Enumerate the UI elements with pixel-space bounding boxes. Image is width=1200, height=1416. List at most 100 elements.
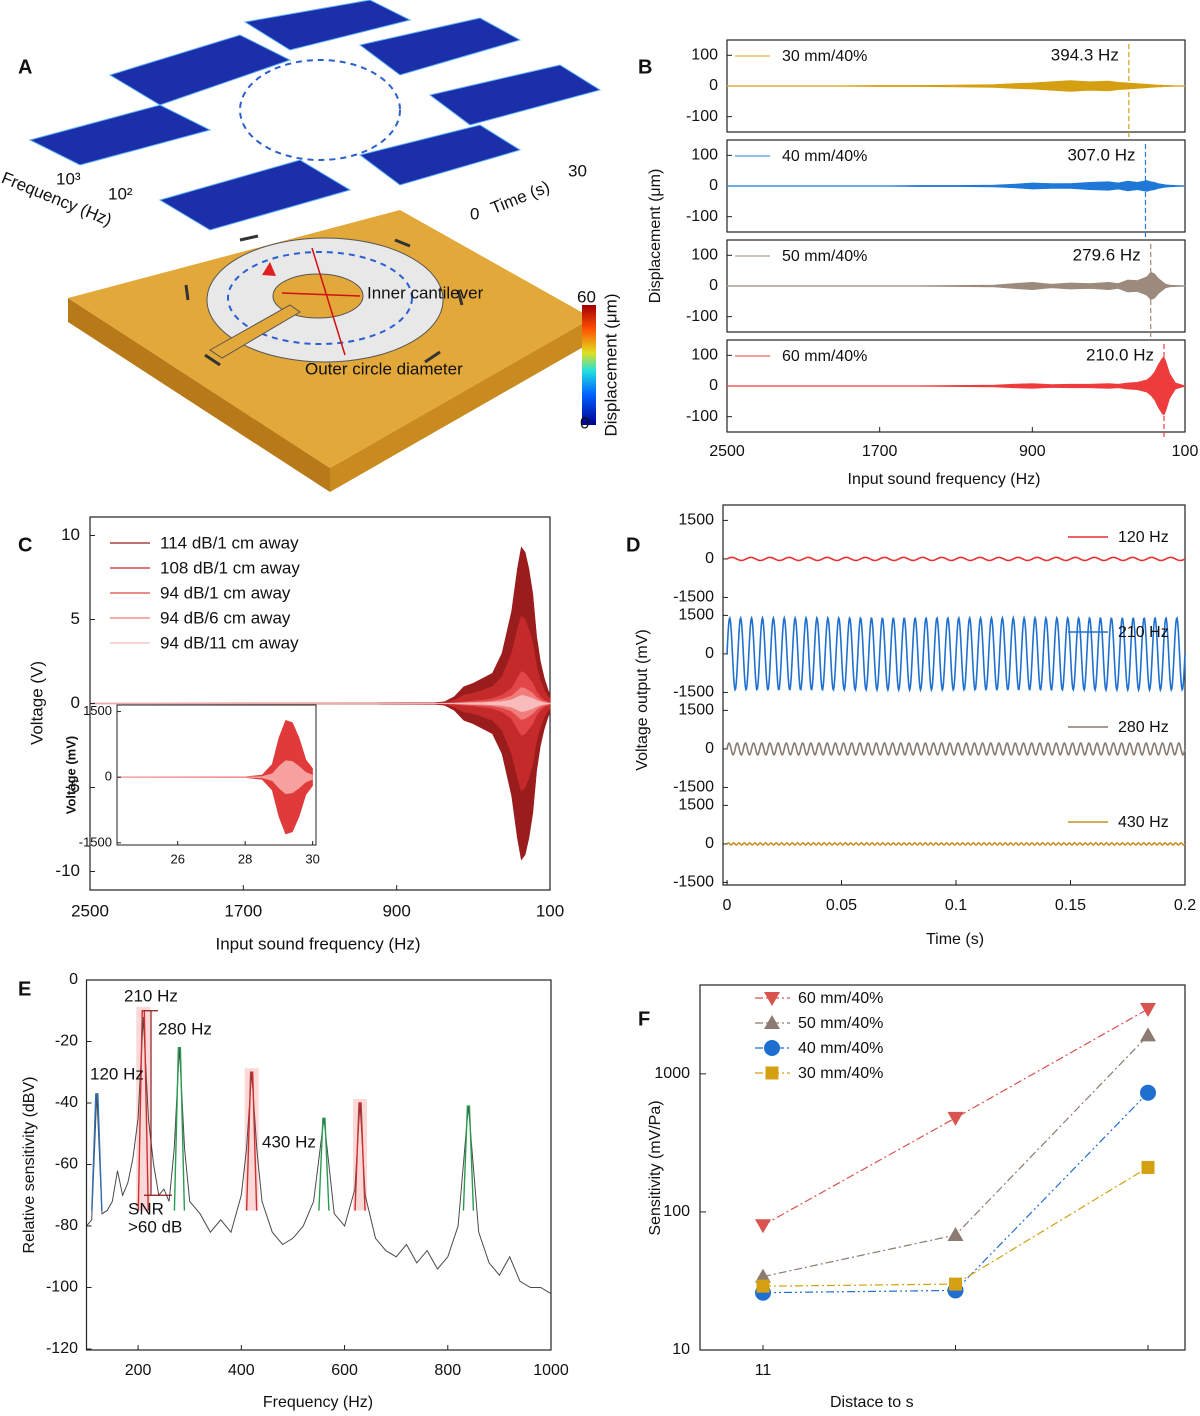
slots [184, 234, 464, 367]
y-tick-label: 0 [709, 277, 718, 294]
legend-label: 94 dB/6 cm away [160, 608, 291, 627]
x-tick-label: 600 [331, 1362, 358, 1379]
legend-label: 60 mm/40% [798, 990, 883, 1007]
envelope-area [726, 185, 1186, 192]
point [755, 1268, 771, 1283]
y-tick-label: 0 [69, 971, 78, 988]
y-tick-label: -20 [55, 1033, 78, 1050]
legend-marker [764, 1040, 780, 1056]
y-tick-label: 5 [71, 609, 80, 628]
legend-label: 94 dB/11 cm away [160, 633, 299, 652]
legend-marker [764, 992, 780, 1006]
annotation: 280 Hz [158, 1019, 212, 1038]
x-tick-label: 100 [1172, 443, 1199, 460]
tick-label: 30 [568, 161, 587, 180]
dashed-circle [227, 251, 413, 345]
y-tick-label: -1500 [673, 874, 714, 891]
point [1140, 1084, 1156, 1101]
inset-y-label: Voltage (mV) [63, 736, 78, 815]
x-tick-label: 0 [723, 897, 732, 914]
y-axis-label: Sensitivity (mV/Pa) [647, 1100, 664, 1235]
envelope-area [90, 703, 551, 712]
y-tick-label: 0 [71, 693, 80, 712]
x-tick-label: 0.05 [826, 897, 857, 914]
x-tick-label: 0.15 [1055, 897, 1086, 914]
slab-side [68, 298, 330, 492]
colorbar-tick: 60 [577, 287, 596, 306]
x-tick-label: 1000 [533, 1362, 569, 1379]
y-tick-label: 100 [691, 47, 718, 64]
spectra-blocks [28, 0, 602, 231]
tick-label: 10³ [56, 169, 81, 188]
peak [318, 1117, 330, 1211]
panel-letter: B [638, 56, 652, 78]
annotation: 430 Hz [262, 1132, 316, 1151]
inset-y-tick-label: 0 [105, 769, 112, 784]
marker-label: 210.0 Hz [1086, 345, 1154, 364]
tick-label: 10² [108, 184, 133, 203]
peak [462, 1105, 475, 1211]
annotation: Outer circle diameter [305, 359, 463, 378]
peak [354, 1102, 366, 1211]
panel-letter: C [18, 534, 32, 556]
x-tick-label: 1700 [224, 901, 262, 920]
plot-frame [722, 504, 1186, 886]
legend-label: 40 mm/40% [798, 1040, 883, 1057]
plot-frame [699, 984, 1186, 1351]
x-axis-label: Input sound frequency (Hz) [215, 934, 420, 953]
peak [137, 1010, 149, 1211]
inner-arrow [281, 292, 361, 297]
legend-label: 50 mm/40% [798, 1015, 883, 1032]
point [947, 1227, 964, 1242]
point [1140, 1002, 1156, 1017]
panel-letter: E [18, 978, 31, 1000]
envelope-area [726, 271, 1186, 287]
y-tick-label: -100 [686, 208, 718, 225]
legend-label: 40 mm/40% [782, 148, 867, 165]
annotation: 210 Hz [124, 986, 178, 1005]
legend-label: 30 mm/40% [798, 1065, 883, 1082]
y-tick-label: -80 [55, 1217, 78, 1234]
legend-marker [764, 1015, 780, 1029]
y-tick-label: -100 [686, 408, 718, 425]
y-tick-label: -100 [46, 1279, 78, 1296]
x-tick-label: 11 [755, 1362, 772, 1379]
marker-label: 394.3 Hz [1051, 45, 1119, 64]
envelope-area [726, 180, 1186, 187]
legend-label: 430 Hz [1118, 814, 1169, 831]
legend-marker [765, 1066, 779, 1080]
x-tick-label: 900 [1019, 443, 1046, 460]
colorbar [582, 305, 596, 425]
envelope-area [89, 546, 551, 704]
y-tick-label: 100 [691, 247, 718, 264]
y-tick-label: 10 [61, 525, 80, 544]
y-tick-label: 100 [691, 347, 718, 364]
inset-x-tick-label: 28 [238, 851, 252, 866]
marker-label: 279.6 Hz [1073, 245, 1141, 264]
inset-envelope [116, 776, 313, 795]
x-tick-label: 200 [125, 1362, 152, 1379]
peak [245, 1071, 258, 1211]
y-tick-label: 0 [705, 550, 714, 567]
y-tick-label: 0 [709, 177, 718, 194]
x-tick-label: 400 [228, 1362, 255, 1379]
y-tick-label: 0 [709, 377, 718, 394]
cantilever-beam [209, 304, 301, 359]
y-tick-label: -120 [46, 1340, 78, 1357]
point [947, 1111, 964, 1126]
peak [173, 1046, 186, 1211]
y-axis-label: Relative sensitivity (dBV) [21, 1077, 38, 1254]
point [755, 1219, 771, 1234]
y-tick-label: 0 [705, 835, 714, 852]
y-tick-label: -100 [686, 308, 718, 325]
legend-label: 108 dB/1 cm away [160, 558, 300, 577]
axis-label: Time (s) [488, 177, 552, 218]
legend-label: 210 Hz [1118, 624, 1169, 641]
x-axis-label: Frequency (Hz) [263, 1394, 373, 1411]
panel-letter: F [638, 1008, 650, 1030]
point [1140, 1027, 1156, 1042]
marker-label: 307.0 Hz [1067, 145, 1135, 164]
legend-label: 30 mm/40% [782, 48, 867, 65]
x-axis-label: Distace to s [830, 1394, 914, 1411]
envelope-area [726, 285, 1186, 301]
